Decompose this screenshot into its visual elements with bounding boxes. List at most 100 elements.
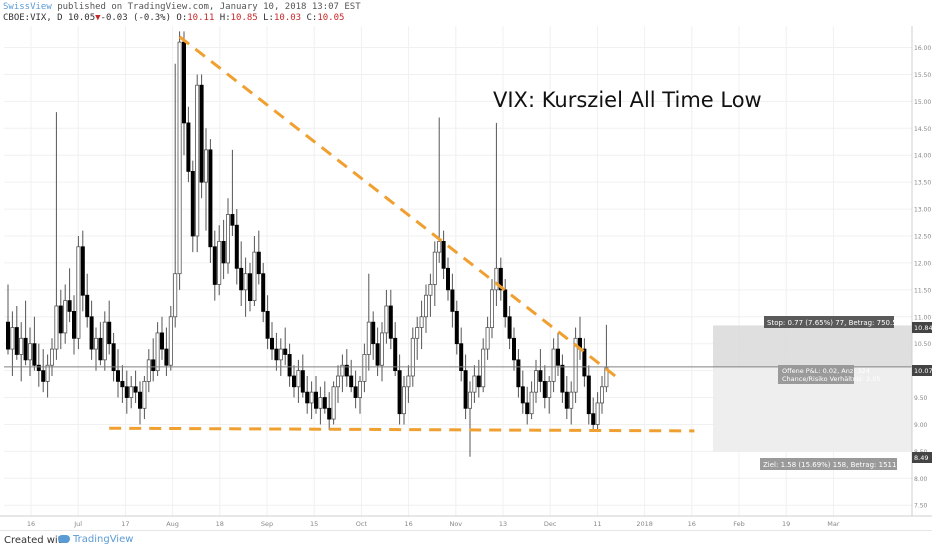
candle-body-down bbox=[503, 289, 508, 318]
price-tick-label: 13.00 bbox=[914, 207, 931, 214]
candle-body-down bbox=[542, 380, 547, 398]
candle-body-up bbox=[489, 289, 494, 328]
candle-body-up bbox=[146, 359, 151, 382]
candle-body-down bbox=[265, 310, 270, 339]
candle-body-up bbox=[129, 386, 134, 398]
open-label: O: bbox=[176, 13, 188, 23]
candle-body-down bbox=[234, 224, 239, 269]
candle-body-down bbox=[137, 391, 142, 409]
ohlc-legend: CBOE:VIX, D 10.05▼-0.03 (-0.3%) O:10.11 … bbox=[3, 13, 344, 24]
candle-body-up bbox=[485, 327, 490, 350]
candle-body-down bbox=[512, 337, 517, 361]
time-tick-label: Jul bbox=[73, 520, 82, 528]
time-tick-label: Aug bbox=[166, 520, 179, 528]
time-tick-label: 17 bbox=[121, 520, 129, 528]
candle-body-up bbox=[27, 343, 32, 361]
candle-body-up bbox=[366, 321, 371, 355]
candle-body-up bbox=[437, 240, 442, 253]
price-tick-label: 13.50 bbox=[914, 180, 931, 187]
symbol-label: CBOE:VIX, D bbox=[3, 13, 63, 23]
candle-body-up bbox=[467, 391, 472, 409]
candle-body-down bbox=[98, 337, 103, 361]
candle-body-up bbox=[54, 305, 59, 350]
candle-body-down bbox=[247, 273, 252, 302]
time-tick-label: Dec bbox=[544, 520, 557, 528]
candle-body-down bbox=[564, 391, 569, 409]
candle-body-up bbox=[155, 332, 160, 372]
upper-trendline[interactable] bbox=[178, 35, 617, 378]
candle-body-down bbox=[111, 343, 116, 372]
tradingview-logo[interactable]: TradingView bbox=[58, 534, 133, 545]
candle-body-up bbox=[50, 348, 55, 366]
time-tick-label: 16 bbox=[404, 520, 412, 528]
candle-body-up bbox=[225, 214, 230, 264]
time-tick-label: 19 bbox=[782, 520, 790, 528]
candle-body-down bbox=[221, 240, 226, 264]
candle-body-up bbox=[335, 375, 340, 388]
time-tick-label: 15 bbox=[310, 520, 318, 528]
candle-body-down bbox=[133, 386, 138, 393]
candle-body-down bbox=[199, 84, 204, 183]
price-chart[interactable]: 16.00 15.50 15.00 14.50 14.00 13.50 13.00 12.50… bbox=[0, 0, 932, 530]
candle-body-up bbox=[203, 149, 208, 183]
candle-body-up bbox=[595, 402, 600, 425]
candle-body-up bbox=[569, 391, 574, 409]
candle-body-down bbox=[556, 348, 561, 366]
footer-bar: Created with TradingView bbox=[0, 530, 932, 551]
time-tick-label: 11 bbox=[593, 520, 601, 528]
candle-body-up bbox=[278, 348, 283, 361]
candle-body-down bbox=[283, 348, 288, 355]
candle-body-up bbox=[173, 273, 178, 318]
candle-body-down bbox=[6, 321, 11, 350]
candle-body-down bbox=[397, 370, 402, 415]
target-info-text: Ziel: 1.58 (15.69%) 158, Betrag: 1511.92 bbox=[763, 461, 908, 469]
candle-body-down bbox=[538, 370, 543, 382]
time-tick-label: 16 bbox=[27, 520, 35, 528]
candle-body-up bbox=[401, 386, 406, 415]
lower-trendline[interactable] bbox=[109, 426, 695, 433]
candle-body-down bbox=[72, 310, 77, 339]
price-tick-label: 15.50 bbox=[914, 72, 931, 79]
candle-body-up bbox=[481, 348, 486, 388]
candle-body-down bbox=[124, 386, 129, 398]
candle-body-up bbox=[534, 370, 539, 393]
candle-body-up bbox=[309, 391, 314, 404]
candle-body-down bbox=[151, 359, 156, 372]
candle-body-down bbox=[463, 370, 468, 409]
candle-body-down bbox=[507, 316, 512, 339]
candle-body-down bbox=[212, 246, 217, 285]
high-value: 10.85 bbox=[230, 13, 258, 23]
close-value: 10.05 bbox=[317, 13, 345, 23]
candle-body-up bbox=[63, 300, 68, 334]
price-tick-label: 11.50 bbox=[914, 287, 931, 294]
time-axis[interactable]: 16 Jul 17 Aug 18 Sep 15 Oct 16 Nov 13 Dec 11 2018 16 Fe… bbox=[27, 520, 840, 528]
candle-body-down bbox=[32, 343, 37, 366]
high-label: H: bbox=[219, 13, 231, 23]
candle-body-down bbox=[274, 348, 279, 361]
candle-body-up bbox=[102, 321, 107, 361]
candle-body-down bbox=[349, 375, 354, 388]
stop-price-label: 10.84 bbox=[914, 324, 932, 332]
candle-body-up bbox=[357, 380, 362, 398]
tradingview-cloud-icon bbox=[58, 535, 70, 543]
risk-reward-text: Chance/Risiko Verhältnis: 2.05 bbox=[782, 375, 881, 383]
price-change: -0.03 (-0.3%) bbox=[100, 13, 171, 23]
time-tick-label: 2018 bbox=[636, 520, 653, 528]
candle-body-up bbox=[76, 246, 81, 339]
candle-body-up bbox=[217, 240, 222, 285]
candle-body-down bbox=[80, 246, 85, 296]
price-tick-label: 15.00 bbox=[914, 99, 931, 106]
candle-body-down bbox=[305, 391, 310, 404]
price-tick-label: 14.50 bbox=[914, 126, 931, 133]
candle-body-down bbox=[344, 364, 349, 377]
author-name[interactable]: SwissView bbox=[3, 2, 52, 12]
candle-body-up bbox=[243, 273, 248, 291]
candle-body-down bbox=[454, 310, 459, 345]
stop-info-text: Stop: 0.77 (7.65%) 77, Betrag: 750.52 bbox=[767, 319, 901, 327]
candle-body-up bbox=[384, 305, 389, 334]
candle-body-down bbox=[353, 386, 358, 398]
price-axis[interactable]: 16.00 15.50 15.00 14.50 14.00 13.50 13.00 12.50… bbox=[914, 45, 931, 510]
candle-body-down bbox=[476, 375, 481, 388]
candle-body-down bbox=[159, 332, 164, 350]
stop-price-tag: 10.84 bbox=[912, 322, 932, 333]
